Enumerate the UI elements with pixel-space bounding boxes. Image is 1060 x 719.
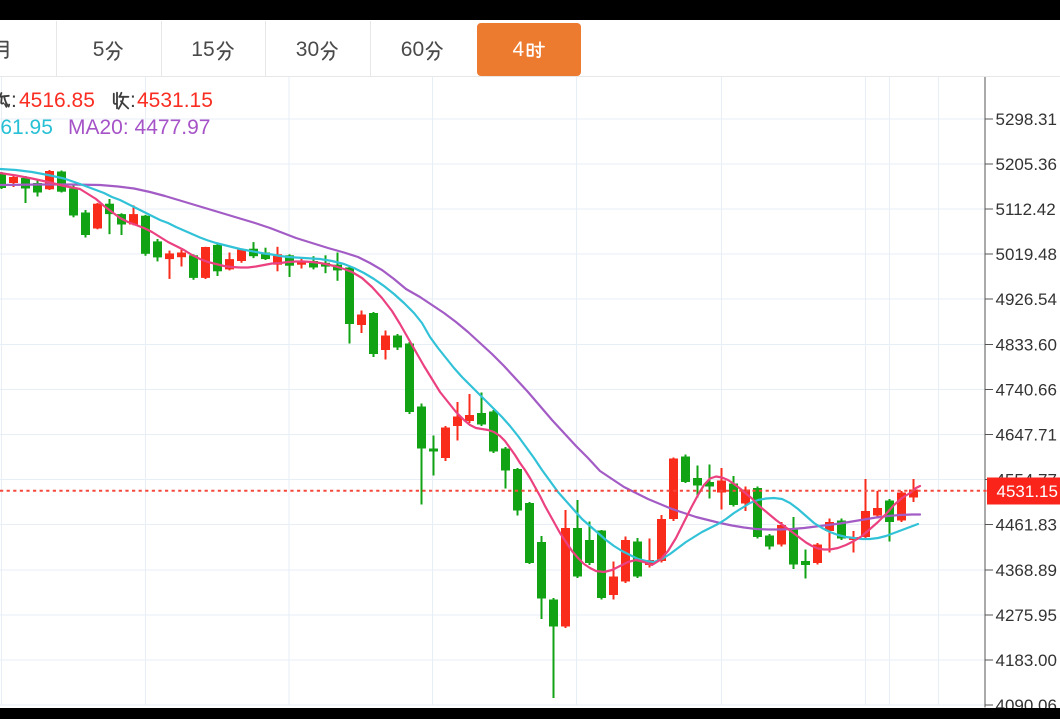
svg-text:4183.00: 4183.00 — [996, 651, 1057, 670]
svg-text:4647.71: 4647.71 — [996, 426, 1057, 445]
svg-text:4833.60: 4833.60 — [996, 335, 1057, 354]
svg-text:4461.83: 4461.83 — [996, 516, 1057, 535]
svg-text:5112.42: 5112.42 — [996, 200, 1056, 219]
svg-text:5205.36: 5205.36 — [996, 155, 1057, 174]
svg-text:4531.15: 4531.15 — [997, 482, 1058, 501]
svg-text:5298.31: 5298.31 — [996, 110, 1057, 129]
svg-text:5019.48: 5019.48 — [996, 245, 1057, 264]
svg-text:4275.95: 4275.95 — [996, 606, 1057, 625]
svg-text:4740.66: 4740.66 — [996, 380, 1057, 399]
svg-text:4368.89: 4368.89 — [996, 561, 1057, 580]
svg-text:4926.54: 4926.54 — [996, 290, 1057, 309]
